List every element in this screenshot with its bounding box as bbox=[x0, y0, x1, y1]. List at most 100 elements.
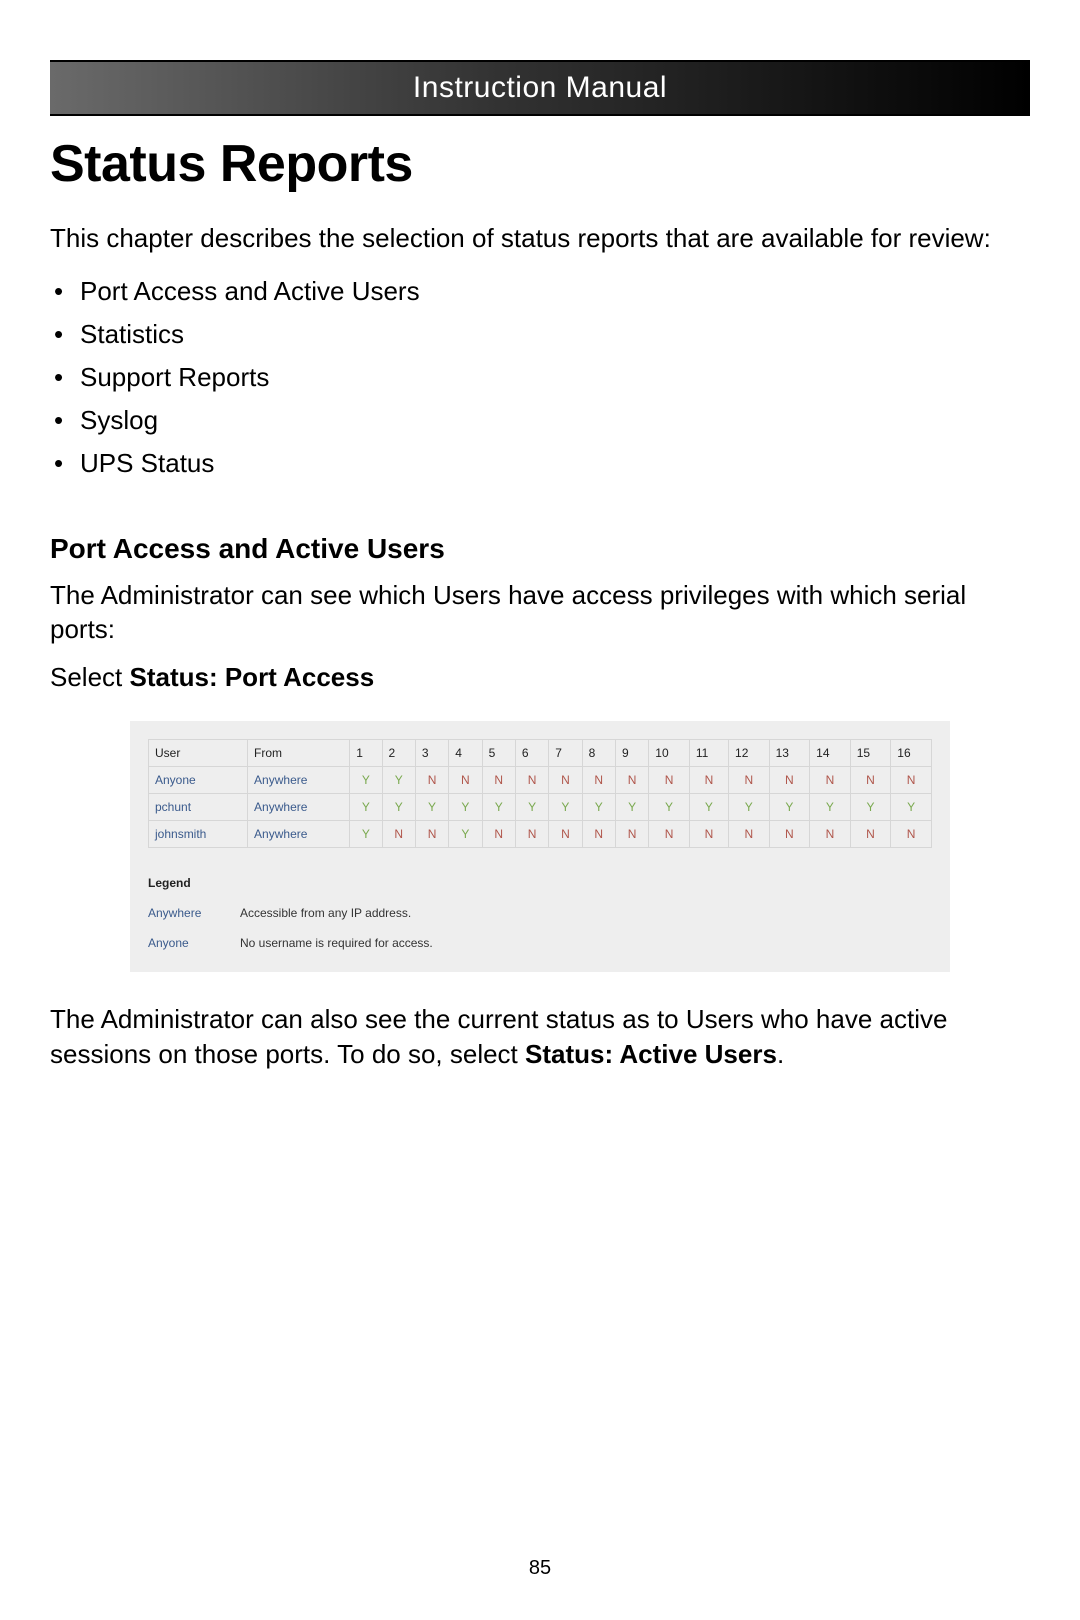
col-port: 4 bbox=[449, 740, 482, 767]
col-port: 3 bbox=[415, 740, 448, 767]
col-port: 5 bbox=[482, 740, 515, 767]
page-number: 85 bbox=[0, 1557, 1080, 1580]
col-port: 15 bbox=[850, 740, 891, 767]
cell-from[interactable]: Anywhere bbox=[248, 821, 350, 848]
list-item: Support Reports bbox=[50, 356, 1030, 399]
legend: Legend Anywhere Accessible from any IP a… bbox=[148, 876, 932, 950]
cell-port: Y bbox=[482, 794, 515, 821]
table-row: Anyone Anywhere Y Y N N N N N N N N N N … bbox=[149, 767, 932, 794]
cell-port: N bbox=[615, 821, 648, 848]
select-bold: Status: Port Access bbox=[130, 662, 375, 692]
cell-port: N bbox=[729, 767, 770, 794]
cell-port: Y bbox=[769, 794, 810, 821]
page-title: Status Reports bbox=[50, 134, 1030, 194]
legend-row: Anyone No username is required for acces… bbox=[148, 936, 932, 950]
col-port: 11 bbox=[689, 740, 728, 767]
cell-port: N bbox=[549, 821, 582, 848]
cell-port: N bbox=[515, 767, 548, 794]
col-port: 14 bbox=[810, 740, 851, 767]
col-user: User bbox=[149, 740, 248, 767]
col-port: 7 bbox=[549, 740, 582, 767]
col-port: 1 bbox=[350, 740, 382, 767]
cell-port: Y bbox=[515, 794, 548, 821]
list-item: Syslog bbox=[50, 399, 1030, 442]
cell-port: N bbox=[382, 821, 415, 848]
list-item: Port Access and Active Users bbox=[50, 270, 1030, 313]
cell-port: N bbox=[810, 821, 851, 848]
section-text: The Administrator can see which Users ha… bbox=[50, 579, 1030, 647]
cell-port: Y bbox=[350, 794, 382, 821]
cell-port: N bbox=[482, 767, 515, 794]
cell-port: N bbox=[549, 767, 582, 794]
cell-port: N bbox=[891, 821, 932, 848]
cell-port: N bbox=[850, 767, 891, 794]
cell-port: N bbox=[729, 821, 770, 848]
cell-port: N bbox=[649, 821, 690, 848]
cell-port: Y bbox=[850, 794, 891, 821]
list-item: UPS Status bbox=[50, 442, 1030, 485]
col-port: 9 bbox=[615, 740, 648, 767]
cell-port: Y bbox=[382, 767, 415, 794]
list-item: Statistics bbox=[50, 313, 1030, 356]
cell-user[interactable]: Anyone bbox=[149, 767, 248, 794]
cell-port: N bbox=[582, 821, 615, 848]
table-header-row: User From 1 2 3 4 5 6 7 8 9 10 11 12 13 … bbox=[149, 740, 932, 767]
legend-desc: Accessible from any IP address. bbox=[240, 906, 411, 920]
legend-row: Anywhere Accessible from any IP address. bbox=[148, 906, 932, 920]
col-port: 12 bbox=[729, 740, 770, 767]
cell-port: Y bbox=[689, 794, 728, 821]
col-port: 2 bbox=[382, 740, 415, 767]
cell-port: Y bbox=[415, 794, 448, 821]
cell-port: N bbox=[482, 821, 515, 848]
closing-part2: . bbox=[777, 1039, 784, 1069]
cell-user[interactable]: pchunt bbox=[149, 794, 248, 821]
cell-port: Y bbox=[350, 821, 382, 848]
col-port: 16 bbox=[891, 740, 932, 767]
col-port: 8 bbox=[582, 740, 615, 767]
cell-port: N bbox=[689, 767, 728, 794]
table-row: johnsmith Anywhere Y N N Y N N N N N N N… bbox=[149, 821, 932, 848]
bullet-list: Port Access and Active Users Statistics … bbox=[50, 270, 1030, 485]
intro-text: This chapter describes the selection of … bbox=[50, 222, 1030, 256]
cell-port: Y bbox=[582, 794, 615, 821]
cell-port: Y bbox=[382, 794, 415, 821]
cell-port: N bbox=[415, 821, 448, 848]
legend-desc: No username is required for access. bbox=[240, 936, 433, 950]
cell-port: Y bbox=[729, 794, 770, 821]
select-instruction: Select Status: Port Access bbox=[50, 662, 1030, 693]
port-access-screenshot: User From 1 2 3 4 5 6 7 8 9 10 11 12 13 … bbox=[130, 721, 950, 972]
cell-port: N bbox=[689, 821, 728, 848]
cell-port: Y bbox=[449, 821, 482, 848]
legend-term: Anyone bbox=[148, 936, 240, 950]
col-from: From bbox=[248, 740, 350, 767]
cell-port: N bbox=[415, 767, 448, 794]
cell-port: Y bbox=[350, 767, 382, 794]
cell-port: N bbox=[582, 767, 615, 794]
port-access-table: User From 1 2 3 4 5 6 7 8 9 10 11 12 13 … bbox=[148, 739, 932, 848]
table-row: pchunt Anywhere Y Y Y Y Y Y Y Y Y Y Y Y … bbox=[149, 794, 932, 821]
cell-port: N bbox=[850, 821, 891, 848]
cell-user[interactable]: johnsmith bbox=[149, 821, 248, 848]
header-title: Instruction Manual bbox=[413, 71, 667, 105]
col-port: 6 bbox=[515, 740, 548, 767]
closing-text: The Administrator can also see the curre… bbox=[50, 1002, 1030, 1072]
cell-from[interactable]: Anywhere bbox=[248, 767, 350, 794]
cell-port: N bbox=[649, 767, 690, 794]
col-port: 13 bbox=[769, 740, 810, 767]
cell-port: N bbox=[769, 767, 810, 794]
cell-port: N bbox=[515, 821, 548, 848]
cell-port: Y bbox=[449, 794, 482, 821]
cell-from[interactable]: Anywhere bbox=[248, 794, 350, 821]
cell-port: N bbox=[810, 767, 851, 794]
cell-port: N bbox=[891, 767, 932, 794]
cell-port: N bbox=[769, 821, 810, 848]
col-port: 10 bbox=[649, 740, 690, 767]
cell-port: Y bbox=[891, 794, 932, 821]
cell-port: Y bbox=[810, 794, 851, 821]
cell-port: Y bbox=[549, 794, 582, 821]
cell-port: N bbox=[449, 767, 482, 794]
legend-title: Legend bbox=[148, 876, 932, 890]
cell-port: Y bbox=[615, 794, 648, 821]
closing-part1: The Administrator can also see the curre… bbox=[50, 1004, 947, 1069]
cell-port: N bbox=[615, 767, 648, 794]
